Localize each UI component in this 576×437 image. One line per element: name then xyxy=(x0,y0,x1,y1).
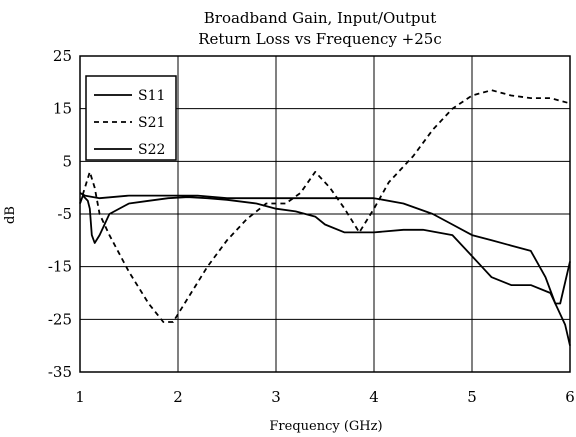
chart-title: Broadband Gain, Input/Output xyxy=(204,9,436,27)
x-tick-label: 3 xyxy=(271,388,281,406)
legend-label-s11: S11 xyxy=(138,88,165,104)
series-layer xyxy=(79,89,571,346)
y-axis-label: dB xyxy=(3,206,18,224)
tick-labels: 1 2 3 4 5 6 25 15 5 -5 -15 -25 -35 xyxy=(48,47,575,406)
y-tick-label: -25 xyxy=(48,310,72,328)
legend: S11 S21 S22 xyxy=(85,75,177,161)
x-axis-label: Frequency (GHz) xyxy=(269,419,382,434)
x-tick-label: 5 xyxy=(467,388,477,406)
x-tick-label: 1 xyxy=(75,388,85,406)
plot-frame xyxy=(79,55,571,373)
legend-box xyxy=(85,75,177,161)
y-tick-label: 5 xyxy=(62,152,72,170)
legend-label-s21: S21 xyxy=(138,115,165,131)
y-tick-label: -35 xyxy=(48,363,72,381)
y-tick-label: 25 xyxy=(53,47,72,65)
x-tick-label: 6 xyxy=(565,388,575,406)
x-tick-label: 2 xyxy=(173,388,183,406)
series-line-s22 xyxy=(79,192,571,305)
y-tick-label: 15 xyxy=(53,100,72,118)
series-line-s11 xyxy=(79,194,571,346)
chart-subtitle: Return Loss vs Frequency +25c xyxy=(198,30,442,48)
x-tick-label: 4 xyxy=(369,388,379,406)
y-tick-label: -5 xyxy=(57,205,72,223)
y-tick-label: -15 xyxy=(48,258,72,276)
series-line-s21 xyxy=(79,89,571,323)
legend-label-s22: S22 xyxy=(138,142,165,158)
